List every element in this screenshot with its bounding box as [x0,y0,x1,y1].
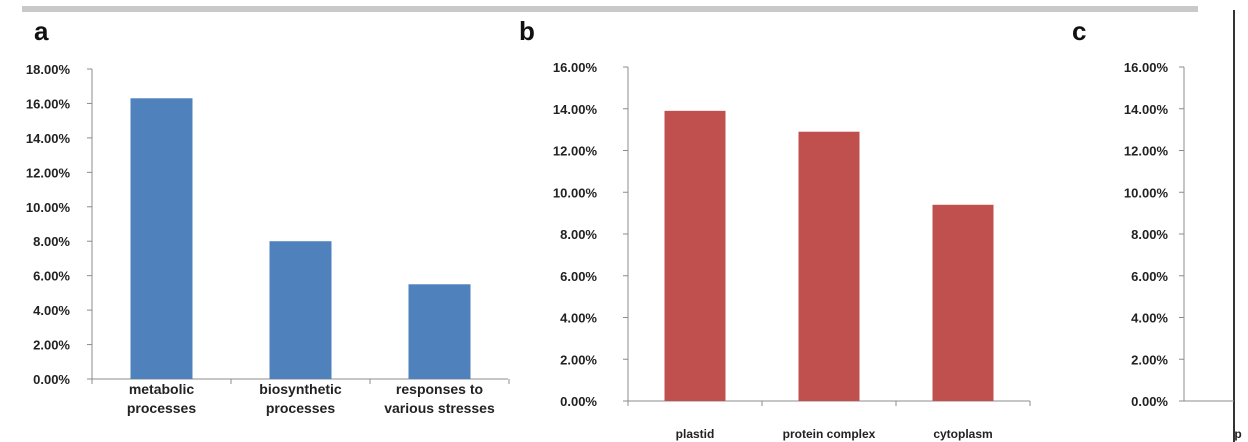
y-tick-label-c: 2.00% [1131,352,1168,367]
panel-label-b: b [519,16,535,46]
category-label-a-2: responses to various stresses [384,381,495,416]
category-label-a-0: metabolic processes [127,381,196,416]
y-tick-label-a: 6.00% [33,269,70,284]
category-label-b-0: plastid [676,427,715,441]
y-tick-label-b: 0.00% [560,394,597,409]
y-tick-label-c: 4.00% [1131,311,1168,326]
bar-b-2 [932,204,994,401]
y-tick-label-a: 2.00% [33,338,70,353]
y-tick-label-a: 4.00% [33,303,70,318]
category-label-a-1: biosynthetic processes [259,381,342,416]
y-tick-label-a: 16.00% [26,96,71,111]
y-tick-label-a: 18.00% [26,62,71,77]
panel-label-c: c [1072,16,1087,46]
panel-label-a: a [34,16,49,46]
bar-b-0 [664,110,726,402]
y-tick-label-b: 16.00% [553,60,598,75]
category-label-b-1: protein complex [783,427,876,441]
y-tick-label-b: 6.00% [560,269,597,284]
y-tick-label-a: 8.00% [33,234,70,249]
y-tick-label-a: 12.00% [26,165,71,180]
y-tick-label-c: 10.00% [1124,185,1169,200]
y-tick-label-a: 0.00% [33,372,70,387]
right-divider [1233,10,1235,442]
y-tick-label-c: 8.00% [1131,227,1168,242]
y-tick-label-b: 12.00% [553,144,598,159]
y-tick-label-c: 14.00% [1124,102,1169,117]
y-tick-label-c: 0.00% [1131,394,1168,409]
y-tick-label-b: 14.00% [553,102,598,117]
top-divider [22,6,1198,12]
y-tick-label-b: 4.00% [560,311,597,326]
bar-a-0 [130,98,193,380]
y-tick-label-a: 14.00% [26,131,71,146]
y-tick-label-c: 16.00% [1124,60,1169,75]
y-tick-label-b: 8.00% [560,227,597,242]
y-tick-label-b: 2.00% [560,352,597,367]
bar-a-1 [269,241,332,379]
y-tick-label-b: 10.00% [553,185,598,200]
bar-b-1 [798,131,860,401]
bar-a-2 [408,284,471,379]
y-tick-label-c: 12.00% [1124,144,1169,159]
category-label-b-2: cytoplasm [933,427,992,441]
y-tick-label-a: 10.00% [26,200,71,215]
y-tick-label-c: 6.00% [1131,269,1168,284]
category-label-c-0: p [1234,427,1241,441]
